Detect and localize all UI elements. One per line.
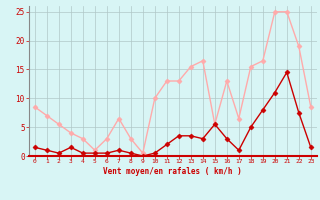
- X-axis label: Vent moyen/en rafales ( km/h ): Vent moyen/en rafales ( km/h ): [103, 167, 242, 176]
